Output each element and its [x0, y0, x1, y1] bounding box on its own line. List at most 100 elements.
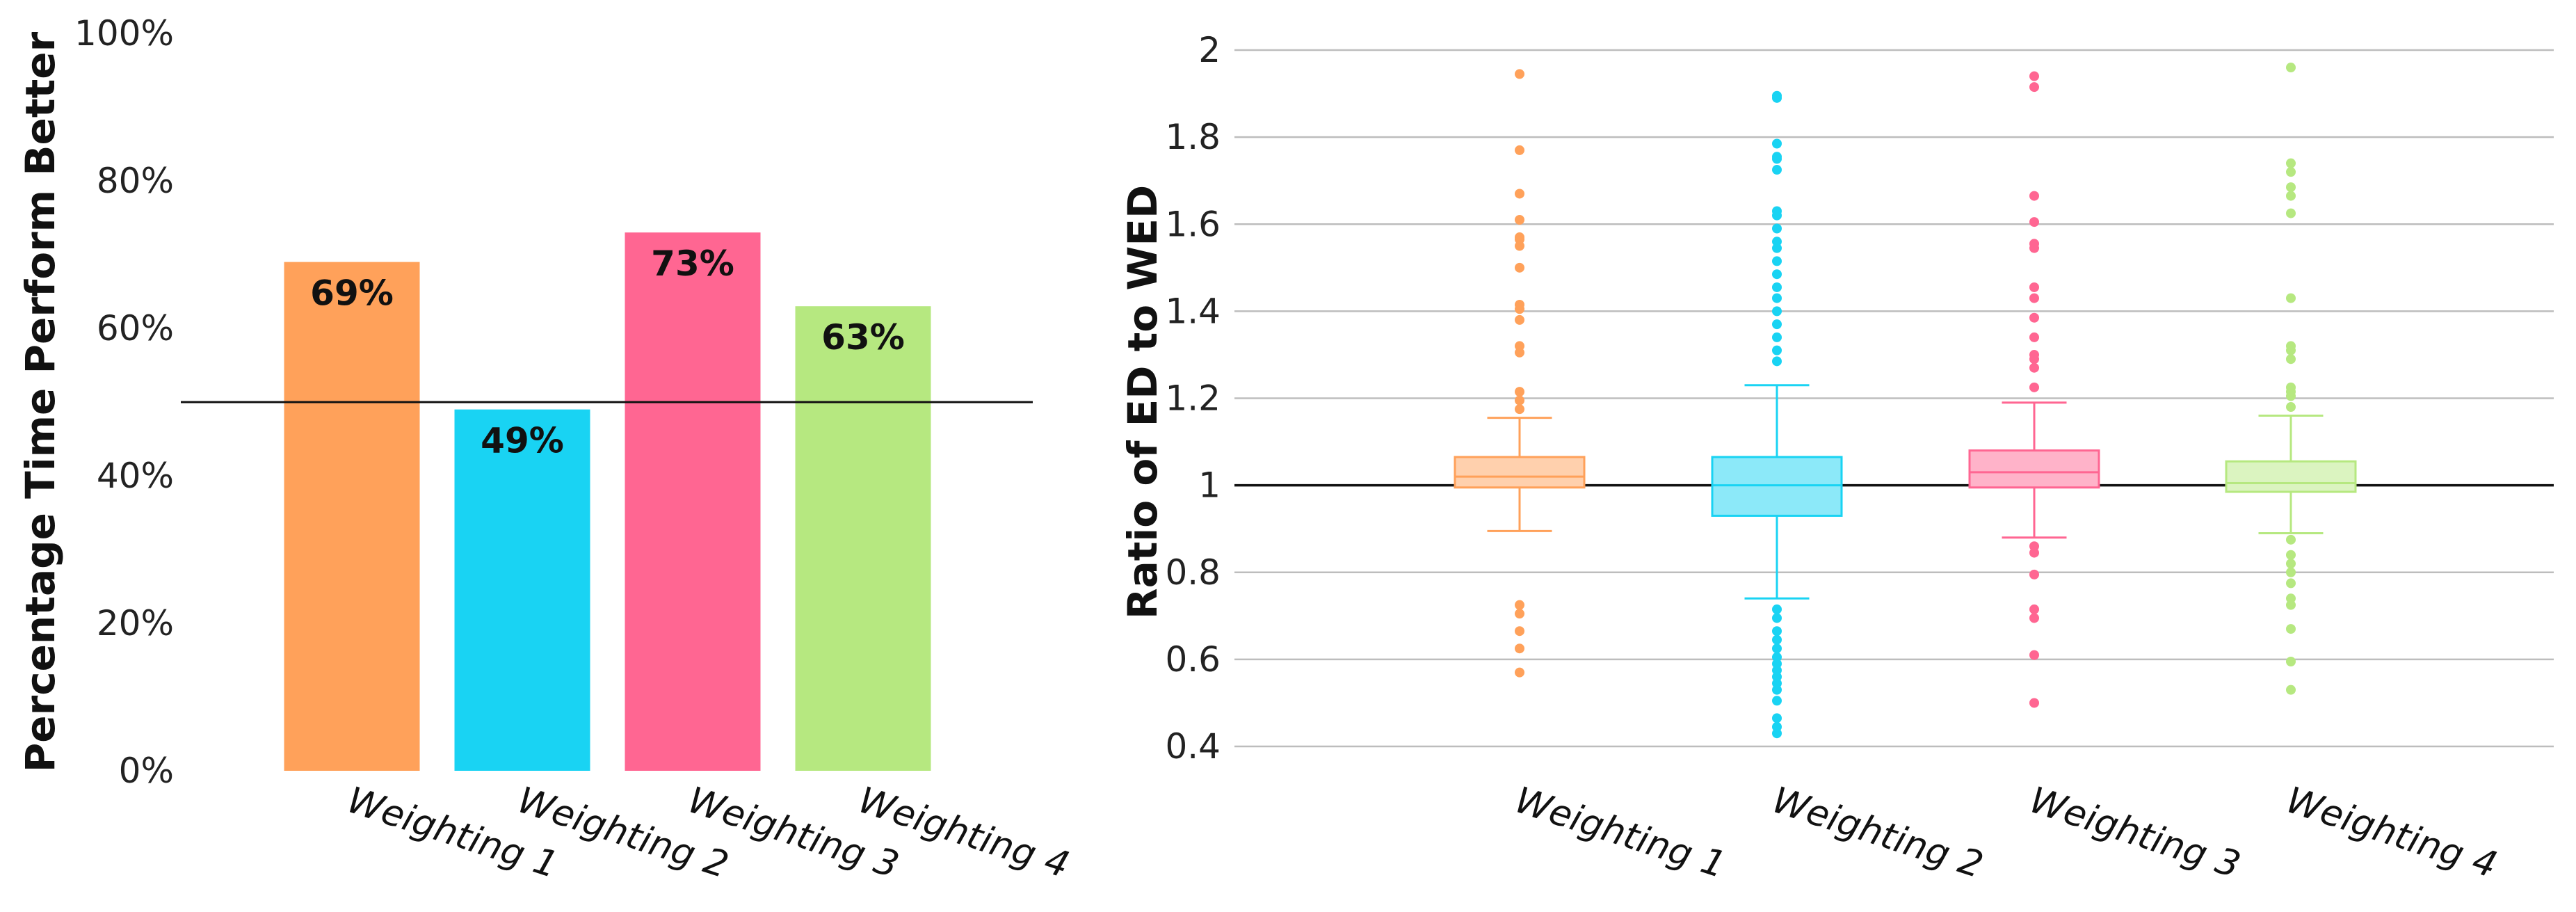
outlier-point: [2029, 569, 2039, 579]
outlier-point: [2286, 578, 2296, 589]
bar-value-label: 69%: [310, 273, 394, 314]
outlier-point: [2286, 685, 2296, 695]
outlier-point: [2029, 698, 2039, 708]
outlier-point: [1772, 652, 1782, 662]
outlier-point: [2029, 71, 2039, 81]
outlier-point: [1772, 721, 1782, 732]
outlier-point: [2286, 341, 2296, 351]
y-tick-label: 1.2: [1165, 378, 1221, 419]
outlier-point: [2029, 82, 2039, 93]
bar: [625, 232, 761, 771]
outlier-point: [1772, 269, 1782, 280]
bar-value-label: 73%: [651, 243, 734, 284]
outlier-point: [1772, 282, 1782, 292]
outlier-point: [1772, 604, 1782, 614]
outlier-point: [1772, 613, 1782, 623]
outlier-point: [2286, 63, 2296, 73]
y-tick-label: 0%: [119, 751, 174, 791]
outlier-point: [1515, 299, 1524, 310]
outlier-point: [2286, 182, 2296, 193]
outlier-point: [1772, 237, 1782, 247]
outlier-point: [1515, 314, 1524, 325]
bar-value-label: 63%: [821, 317, 905, 358]
outlier-point: [2029, 217, 2039, 227]
outlier-point: [2286, 593, 2296, 604]
outlier-point: [2029, 191, 2039, 201]
outlier-point: [2286, 293, 2296, 303]
box-iqr: [1968, 449, 2100, 489]
outlier-point: [2286, 158, 2296, 168]
outlier-point: [1772, 152, 1782, 162]
outlier-point: [1772, 165, 1782, 175]
y-axis-title: Ratio of ED to WED: [1119, 185, 1166, 619]
outlier-point: [2286, 208, 2296, 218]
y-tick-label: 1.8: [1165, 117, 1221, 157]
outlier-point: [2286, 534, 2296, 545]
box-group: [1711, 90, 1843, 739]
outlier-point: [1772, 356, 1782, 367]
bar: [795, 306, 931, 771]
outlier-point: [2029, 362, 2039, 373]
box-group: [2225, 63, 2357, 695]
outlier-point: [1515, 643, 1524, 654]
box-plot-chart: 0.4 0.6 0.8 1 1.2 1.4 1.6 1.8 2 Weighting 1 Weight…: [1119, 30, 2554, 886]
outlier-point: [1772, 293, 1782, 303]
outlier-point: [1772, 626, 1782, 637]
x-tick-label: Weighting 4: [2281, 779, 2502, 886]
outlier-point: [1772, 138, 1782, 149]
outlier-point: [1515, 626, 1524, 637]
y-tick-label: 60%: [97, 308, 174, 349]
outlier-point: [1772, 643, 1782, 654]
outlier-point: [1772, 90, 1782, 101]
outlier-point: [1515, 262, 1524, 273]
bar-chart: 0%20%40%60%80%100%69%Weighting 149%Weigh…: [17, 13, 1074, 886]
outlier-point: [1515, 341, 1524, 351]
outlier-point: [2029, 282, 2039, 292]
outlier-point: [2029, 293, 2039, 303]
x-tick-label: Weighting 2: [1767, 779, 1988, 886]
y-tick-label: 1: [1198, 465, 1221, 506]
outlier-point: [1772, 696, 1782, 706]
y-tick-label: 40%: [97, 456, 174, 496]
outlier-point: [2286, 559, 2296, 569]
outlier-point: [1515, 600, 1524, 610]
outlier-point: [2029, 349, 2039, 360]
box-iqr: [2225, 460, 2357, 493]
outlier-point: [2286, 191, 2296, 201]
outlier-point: [1515, 609, 1524, 619]
box-iqr: [1711, 456, 1843, 517]
outlier-point: [1515, 69, 1524, 79]
box-group: [1968, 71, 2100, 708]
outlier-point: [2029, 650, 2039, 660]
box-iqr: [1454, 456, 1586, 489]
outlier-point: [1515, 387, 1524, 397]
outlier-point: [2286, 167, 2296, 177]
x-tick-label: Weighting 1: [1510, 779, 1730, 886]
outlier-point: [1772, 306, 1782, 317]
outlier-point: [1515, 667, 1524, 678]
box-group: [1454, 69, 1586, 678]
outlier-point: [2029, 312, 2039, 323]
y-tick-label: 20%: [97, 603, 174, 643]
outlier-point: [1772, 713, 1782, 723]
outlier-point: [1772, 634, 1782, 645]
outlier-point: [2286, 567, 2296, 577]
y-tick-label: 0.4: [1165, 726, 1221, 767]
outlier-point: [1772, 206, 1782, 216]
outlier-point: [1772, 345, 1782, 355]
bar: [284, 262, 420, 771]
outlier-point: [1515, 395, 1524, 406]
outlier-point: [2286, 382, 2296, 392]
outlier-point: [1515, 214, 1524, 225]
outlier-point: [2029, 332, 2039, 342]
outlier-point: [1515, 404, 1524, 415]
outlier-point: [1772, 223, 1782, 234]
outlier-point: [2029, 541, 2039, 552]
bar: [454, 409, 590, 771]
y-tick-label: 2: [1198, 30, 1221, 70]
outlier-point: [2286, 624, 2296, 634]
y-tick-label: 1.4: [1165, 291, 1221, 331]
outlier-point: [2029, 382, 2039, 392]
outlier-point: [1772, 256, 1782, 266]
